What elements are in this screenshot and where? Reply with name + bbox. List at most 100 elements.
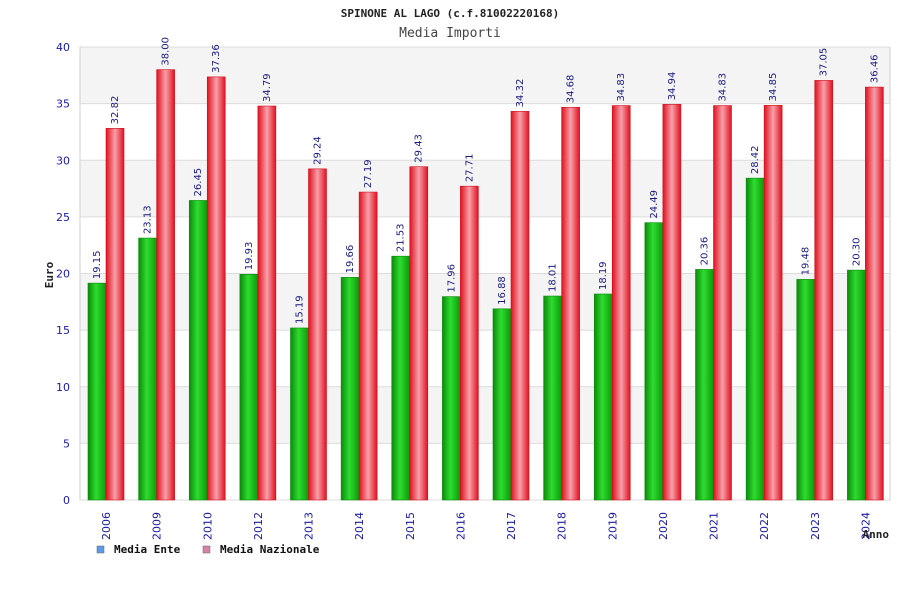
y-tick-label: 20 (56, 268, 70, 281)
bar-media-ente (239, 273, 259, 501)
bar-media-nazionale (409, 166, 429, 501)
bar-media-ente (391, 255, 411, 501)
x-tick-label: 2009 (151, 512, 164, 540)
value-label: 27.19 (363, 159, 374, 188)
value-label: 20.36 (700, 237, 711, 266)
value-label: 37.05 (819, 48, 830, 77)
value-label: 21.53 (396, 224, 407, 253)
x-tick-label: 2018 (556, 512, 569, 540)
value-label: 15.19 (295, 295, 306, 324)
value-label: 37.36 (211, 44, 222, 73)
value-label: 34.32 (515, 79, 526, 108)
bar-media-nazionale (763, 105, 783, 501)
bar-media-ente (644, 222, 664, 501)
value-label: 32.82 (110, 96, 121, 125)
bar-media-ente (138, 237, 157, 501)
y-tick-label: 40 (56, 41, 70, 54)
value-label: 34.68 (566, 75, 577, 104)
bars (87, 69, 884, 501)
chart-subtitle: Media Importi (399, 26, 501, 41)
y-tick-label: 15 (56, 324, 70, 337)
bar-media-nazionale (662, 104, 682, 501)
bar-media-ente (695, 269, 714, 501)
bar-media-ente (87, 282, 107, 501)
value-label: 34.85 (768, 73, 779, 102)
value-label: 28.42 (750, 146, 761, 175)
value-label: 34.83 (718, 73, 729, 102)
x-tick-label: 2013 (303, 512, 316, 540)
y-tick-label: 5 (63, 437, 70, 450)
x-tick-label: 2006 (100, 512, 113, 540)
y-axis-label: Euro (43, 261, 56, 288)
bar-media-ente (543, 295, 562, 501)
x-axis-label: Anno (863, 528, 890, 541)
x-tick-label: 2021 (708, 512, 721, 540)
value-label: 23.13 (143, 205, 154, 234)
y-axis-ticks: 0 5 10 15 20 25 30 35 40 (56, 41, 70, 507)
legend-label-media-ente: Media Ente (114, 543, 181, 556)
legend-swatch-media-nazionale (202, 545, 211, 554)
bar-media-nazionale (105, 128, 125, 501)
bar-media-ente (847, 269, 866, 501)
bar-media-ente (340, 277, 360, 501)
x-tick-label: 2017 (505, 512, 518, 540)
value-label: 36.46 (869, 54, 880, 83)
x-axis-ticks: 2006 2009 2010 2012 2013 2014 2015 2016 2017 2018… (100, 512, 872, 540)
y-tick-label: 0 (63, 494, 70, 507)
x-tick-label: 2024 (859, 512, 872, 540)
bar-media-nazionale (510, 111, 530, 501)
value-label: 34.79 (262, 73, 273, 102)
value-label: 29.43 (414, 134, 425, 163)
x-tick-label: 2015 (404, 512, 417, 540)
value-label: 20.30 (851, 237, 862, 266)
y-tick-label: 30 (56, 154, 70, 167)
value-label: 29.24 (313, 136, 324, 165)
bar-media-nazionale (611, 105, 631, 501)
legend-label-media-nazionale: Media Nazionale (220, 543, 320, 556)
value-label: 27.71 (464, 154, 475, 183)
x-tick-label: 2022 (758, 512, 771, 540)
x-tick-label: 2019 (606, 512, 619, 540)
value-label: 24.49 (649, 190, 660, 219)
bar-media-nazionale (865, 86, 884, 501)
chart-title: SPINONE AL LAGO (c.f.81002220168) (341, 7, 560, 20)
bar-media-nazionale (561, 106, 580, 501)
bar-media-nazionale (308, 168, 327, 501)
bar-media-nazionale (156, 69, 175, 501)
value-labels: 19.15 32.82 23.13 38.00 26.45 37.36 19.93 34.79… (92, 37, 880, 324)
legend: Media Ente Media Nazionale (96, 543, 320, 556)
bar-media-ente (188, 200, 208, 501)
value-label: 38.00 (161, 37, 172, 66)
legend-swatch-media-ente (96, 545, 105, 554)
x-tick-label: 2023 (809, 512, 822, 540)
bar-media-nazionale (814, 80, 834, 501)
bar-media-ente (442, 296, 461, 501)
x-tick-label: 2020 (657, 512, 670, 540)
value-label: 19.93 (244, 242, 255, 271)
x-tick-label: 2014 (353, 512, 366, 540)
value-label: 16.88 (497, 276, 508, 305)
y-tick-label: 10 (56, 381, 70, 394)
value-label: 19.66 (345, 245, 356, 274)
bar-media-ente (796, 279, 816, 501)
value-label: 34.94 (667, 72, 678, 101)
bar-media-ente (492, 308, 512, 501)
x-tick-label: 2010 (201, 512, 214, 540)
x-tick-label: 2012 (252, 512, 265, 540)
value-label: 19.48 (801, 247, 812, 276)
bar-media-nazionale (257, 105, 277, 501)
value-label: 34.83 (616, 73, 627, 102)
y-tick-label: 35 (56, 98, 70, 111)
value-label: 18.01 (548, 263, 559, 292)
bar-media-ente (745, 177, 765, 501)
bar-media-ente (593, 293, 613, 501)
bar-media-nazionale (358, 191, 378, 501)
bar-media-ente (290, 327, 309, 501)
bar-media-nazionale (460, 185, 479, 501)
value-label: 17.96 (446, 264, 457, 293)
value-label: 19.15 (92, 250, 103, 279)
bar-media-nazionale (713, 105, 732, 501)
value-label: 18.19 (598, 261, 609, 290)
x-tick-label: 2016 (454, 512, 467, 540)
